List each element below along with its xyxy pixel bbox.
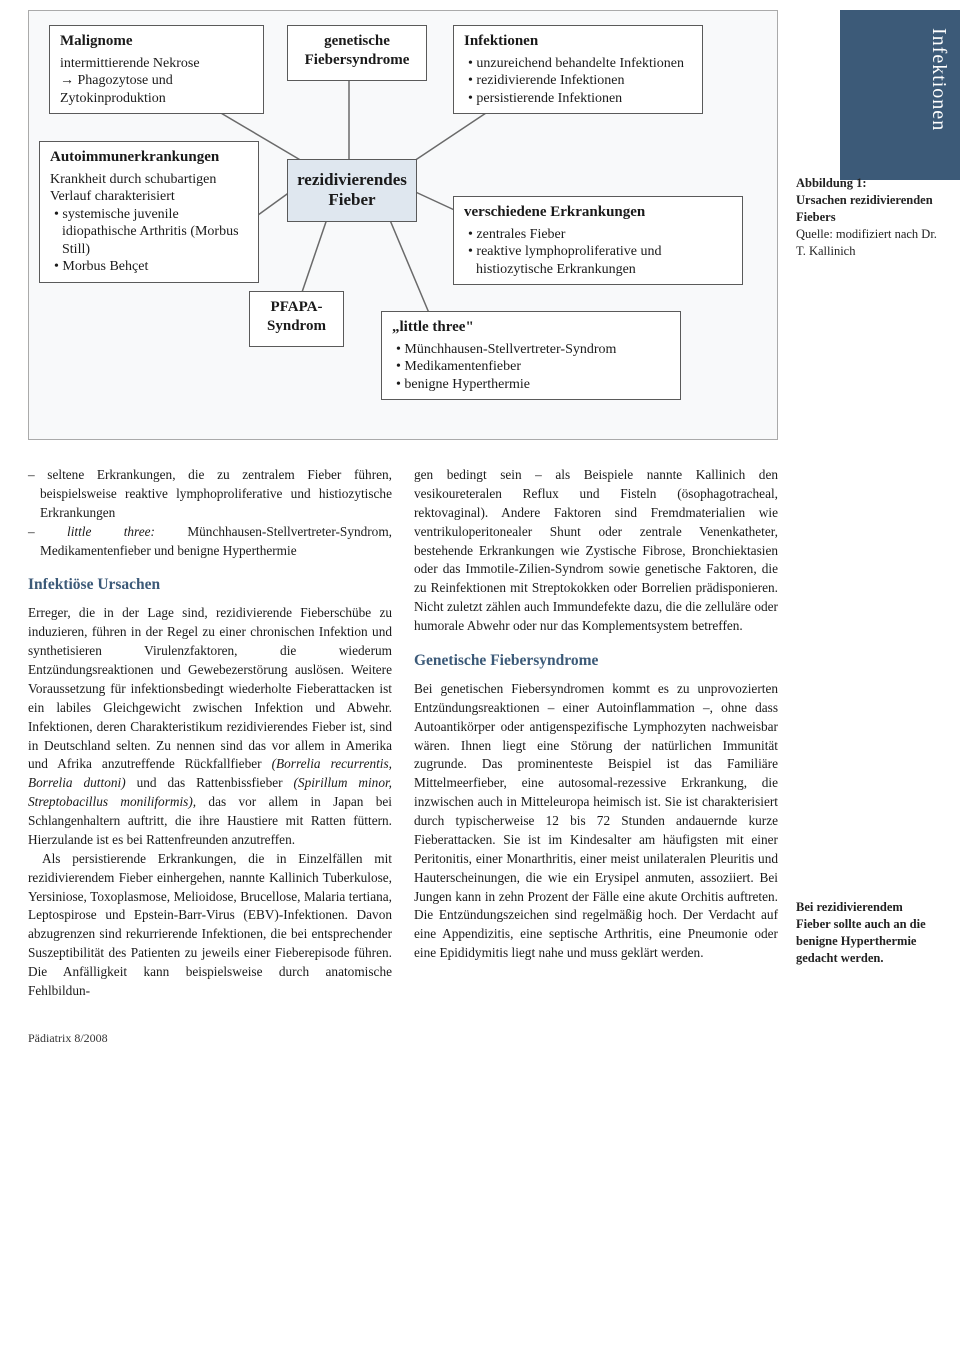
box-line: Zytokinproduktion bbox=[60, 90, 253, 108]
box-line: Verlauf charakterisiert bbox=[50, 188, 248, 206]
box-bullet: • persistierende Infektionen bbox=[464, 90, 692, 108]
box-verschiedene: verschiedene Erkrankungen • zentrales Fi… bbox=[453, 196, 743, 285]
box-title: Autoimmunerkrankungen bbox=[50, 148, 248, 167]
box-malignome: Malignome intermittierende Nekrose → Pha… bbox=[49, 25, 264, 114]
box-bullet: • systemische juvenile idiopathische Art… bbox=[50, 206, 248, 259]
box-line: PFAPA- bbox=[260, 298, 333, 317]
list-item: – little three: Münchhausen-Stellvertret… bbox=[28, 523, 392, 561]
list-item: – seltene Erkrankungen, die zu zentralem… bbox=[28, 466, 392, 523]
box-bullet: • reaktive lymphoproliferative und histi… bbox=[464, 243, 732, 278]
section-heading: Infektiöse Ursachen bbox=[28, 574, 392, 596]
box-title: Malignome bbox=[60, 32, 253, 51]
margin-callout: Bei rezidivierendem Fieber sollte auch a… bbox=[796, 899, 938, 967]
box-center: rezidivierendes Fieber bbox=[287, 159, 417, 222]
box-autoimmun: Autoimmunerkrankungen Krankheit durch sc… bbox=[39, 141, 259, 283]
box-bullet: • unzureichend behandelte Infektionen bbox=[464, 55, 692, 73]
paragraph: gen bedingt sein – als Beispiele nannte … bbox=[414, 466, 778, 636]
box-bullet: • Medikamentenfieber bbox=[392, 358, 670, 376]
box-bullet: • zentrales Fieber bbox=[464, 226, 732, 244]
box-infektionen: Infektionen • unzureichend behandelte In… bbox=[453, 25, 703, 114]
box-bullet: • Münchhausen-Stellvertreter-Syndrom bbox=[392, 341, 670, 359]
box-title: Infektionen bbox=[464, 32, 692, 51]
box-genetische: genetische Fiebersyndrome bbox=[287, 25, 427, 81]
left-column: – seltene Erkrankungen, die zu zentralem… bbox=[28, 466, 392, 1001]
caption-source: Quelle: modifiziert nach Dr. T. Kallinic… bbox=[796, 226, 938, 260]
box-line: rezidivierendes bbox=[296, 170, 408, 190]
box-line: Fieber bbox=[296, 190, 408, 210]
box-title: genetische bbox=[298, 32, 416, 51]
footer: Pädiatrix 8/2008 bbox=[0, 1021, 960, 1056]
box-line: intermittierende Nekrose bbox=[60, 55, 253, 73]
box-pfapa: PFAPA- Syndrom bbox=[249, 291, 344, 347]
box-line: Krankheit durch schubartigen bbox=[50, 171, 248, 189]
right-column: gen bedingt sein – als Beispiele nannte … bbox=[414, 466, 778, 1001]
box-bullet: • Morbus Behçet bbox=[50, 258, 248, 276]
section-heading: Genetische Fiebersyndrome bbox=[414, 650, 778, 672]
box-title: Fiebersyndrome bbox=[298, 51, 416, 70]
paragraph: Als persistierende Erkrankungen, die in … bbox=[28, 850, 392, 1001]
box-bullet: • benigne Hyperthermie bbox=[392, 376, 670, 394]
paragraph: Bei genetischen Fiebersyndromen kommt es… bbox=[414, 680, 778, 963]
caption-title: Abbildung 1: bbox=[796, 175, 938, 192]
box-line: Syndrom bbox=[260, 317, 333, 336]
figure-caption: Abbildung 1: Ursachen rezidivierenden Fi… bbox=[796, 175, 938, 259]
margin-notes: Abbildung 1: Ursachen rezidivierenden Fi… bbox=[778, 10, 938, 1001]
content: Malignome intermittierende Nekrose → Pha… bbox=[0, 0, 960, 1021]
box-title: „little three" bbox=[392, 318, 670, 337]
box-little-three: „little three" • Münchhausen-Stellvertre… bbox=[381, 311, 681, 400]
box-line: → Phagozytose und bbox=[60, 72, 253, 90]
caption-body: Ursachen rezidivierenden Fiebers bbox=[796, 192, 938, 226]
figure-1-diagram: Malignome intermittierende Nekrose → Pha… bbox=[28, 10, 778, 440]
paragraph: Erreger, die in der Lage sind, rezidivie… bbox=[28, 604, 392, 849]
body-columns: – seltene Erkrankungen, die zu zentralem… bbox=[28, 466, 778, 1001]
box-bullet: • rezidivierende Infektionen bbox=[464, 72, 692, 90]
box-title: verschiedene Erkrankungen bbox=[464, 203, 732, 222]
